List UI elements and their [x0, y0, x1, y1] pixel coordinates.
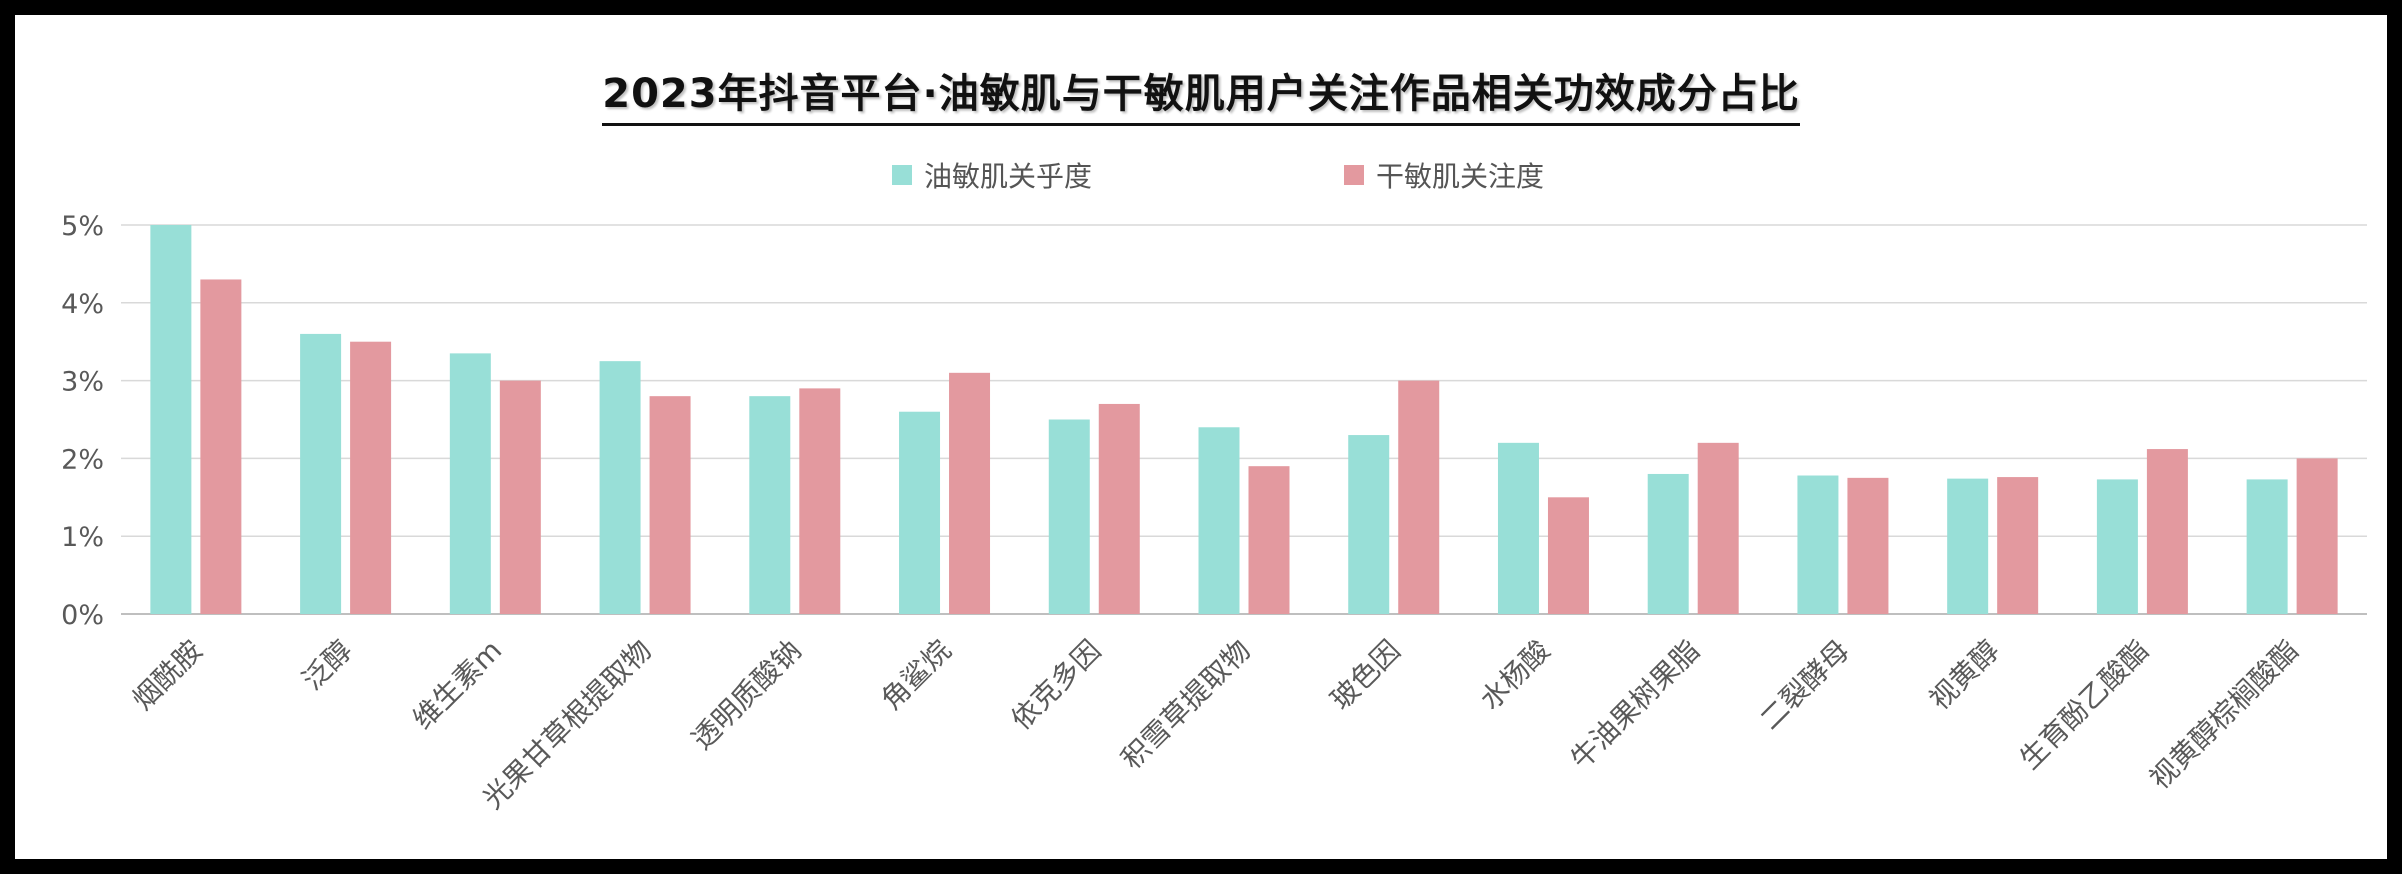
bar-oily [2096, 479, 2138, 614]
x-tick-label: 视黄醇 [1923, 634, 2006, 717]
x-tick-label: 依克多因 [1005, 634, 1108, 737]
bar-oily [1497, 442, 1539, 614]
bar-dry [949, 372, 991, 614]
bar-dry [1847, 477, 1889, 614]
legend: 油敏肌关乎度 干敏肌关注度 [15, 155, 2387, 195]
bar-dry [799, 388, 841, 614]
bar-dry [1398, 380, 1440, 614]
y-tick-label: 2% [61, 444, 104, 475]
bar-oily [1647, 473, 1689, 614]
bar-dry [1098, 403, 1140, 614]
bar-oily [1048, 419, 1090, 614]
x-tick-label: 泛醇 [296, 634, 359, 697]
bar-dry [350, 341, 392, 614]
x-tick-label: 积雪草提取物 [1115, 634, 1257, 776]
bar-oily [1198, 427, 1240, 614]
y-tick-label: 4% [61, 289, 104, 320]
bar-oily [899, 411, 941, 614]
x-tick-label: 烟酰胺 [126, 634, 209, 717]
bar-oily [599, 361, 641, 614]
chart-frame: 2023年抖音平台·油敏肌与干敏肌用户关注作品相关功效成分占比 油敏肌关乎度 干… [15, 15, 2387, 859]
bar-dry [649, 396, 691, 614]
y-tick-label: 5% [61, 211, 104, 242]
bar-dry [499, 380, 541, 614]
bar-dry [2296, 458, 2338, 614]
bar-oily [449, 353, 491, 614]
x-tick-label: 透明质酸钠 [685, 634, 807, 756]
legend-item-oily: 油敏肌关乎度 [892, 155, 1092, 195]
x-tick-label: 维生素m [406, 634, 508, 736]
bar-oily [1797, 475, 1839, 614]
bar-oily [1348, 435, 1390, 614]
x-tick-label: 水杨酸 [1474, 634, 1557, 717]
y-tick-label: 3% [61, 367, 104, 398]
y-tick-label: 1% [61, 522, 104, 553]
bar-dry [200, 279, 242, 614]
x-tick-label: 玻色因 [1324, 634, 1407, 717]
bar-dry [1997, 477, 2039, 614]
legend-label-oily: 油敏肌关乎度 [924, 160, 1093, 193]
bar-dry [1697, 442, 1739, 614]
legend-swatch-dry [1344, 165, 1364, 185]
x-tick-label: 二裂酵母 [1753, 634, 1856, 737]
bar-dry [1248, 466, 1290, 614]
bar-oily [1947, 478, 1989, 614]
legend-swatch-oily [892, 165, 912, 185]
x-tick-label: 角鲨烷 [875, 634, 958, 717]
legend-item-dry: 干敏肌关注度 [1344, 155, 1544, 195]
bar-dry [2146, 449, 2188, 614]
y-tick-label: 0% [61, 600, 104, 631]
legend-label-dry: 干敏肌关注度 [1376, 160, 1545, 193]
x-tick-label: 视黄醇棕榈酸酯 [2143, 634, 2305, 796]
bar-oily [300, 333, 342, 614]
bar-oily [150, 225, 192, 614]
x-tick-label: 生育酚乙酸酯 [2013, 634, 2155, 776]
bar-dry [1547, 497, 1589, 614]
bar-oily [2246, 479, 2288, 614]
chart-title: 2023年抖音平台·油敏肌与干敏肌用户关注作品相关功效成分占比 [15, 61, 2387, 126]
bar-oily [749, 396, 791, 614]
x-tick-label: 牛油果树果脂 [1564, 634, 1706, 776]
